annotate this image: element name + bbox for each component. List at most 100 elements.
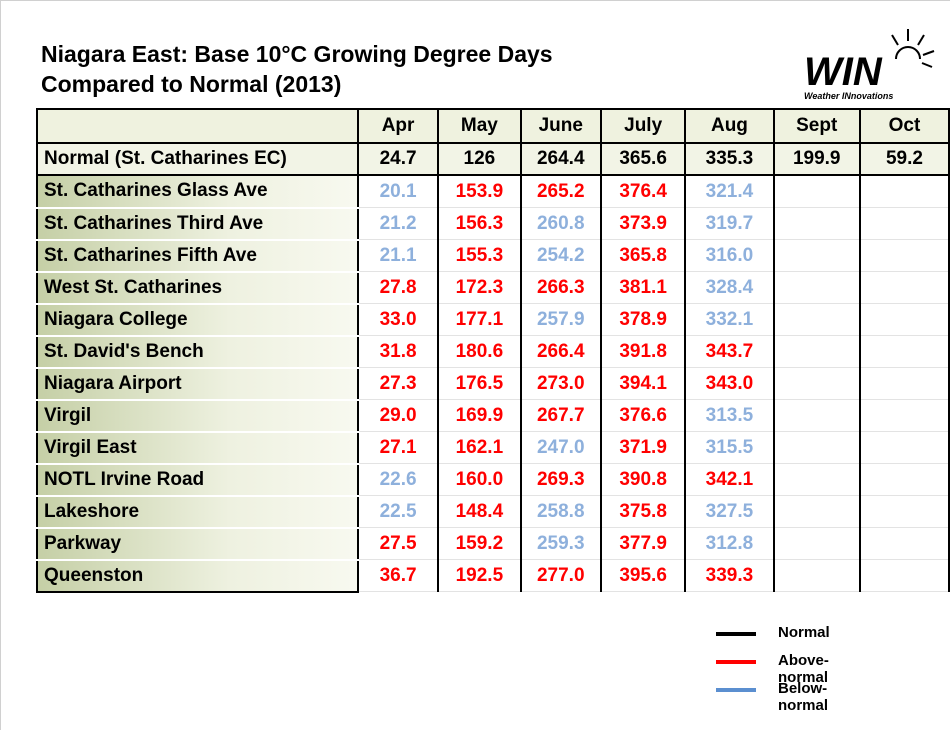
row-name: St. Catharines Fifth Ave (36, 239, 359, 273)
value-cell: 395.6 (600, 559, 687, 592)
normal-value: 365.6 (600, 143, 687, 176)
column-header: Aug (685, 108, 775, 144)
value-cell: 258.8 (520, 495, 602, 528)
normal-value: 264.4 (520, 143, 602, 176)
value-cell: 254.2 (520, 239, 602, 272)
column-header: Oct (859, 108, 951, 144)
empty-cell (859, 399, 951, 432)
data-row: Lakeshore 22.5 148.4 258.8 375.8 327.5 (36, 495, 951, 529)
value-cell: 21.1 (357, 239, 440, 272)
value-cell: 269.3 (520, 463, 602, 496)
legend-swatch (716, 632, 756, 636)
value-cell: 365.8 (600, 239, 687, 272)
value-cell: 339.3 (685, 559, 775, 592)
value-cell: 343.0 (685, 367, 775, 400)
value-cell: 319.7 (685, 207, 775, 240)
value-cell: 377.9 (600, 527, 687, 560)
value-cell: 162.1 (438, 431, 522, 464)
empty-cell (859, 527, 951, 560)
row-name: Lakeshore (36, 495, 359, 529)
value-cell: 27.1 (357, 431, 440, 464)
legend-label: Normal (778, 624, 830, 641)
value-cell: 20.1 (357, 175, 440, 208)
empty-cell (773, 271, 861, 304)
empty-cell (859, 495, 951, 528)
value-cell: 313.5 (685, 399, 775, 432)
empty-cell (773, 463, 861, 496)
row-name: Virgil (36, 399, 359, 433)
empty-cell (773, 367, 861, 400)
column-header: June (520, 108, 602, 144)
row-name: NOTL Irvine Road (36, 463, 359, 497)
legend-swatch (716, 660, 756, 664)
normal-value: 59.2 (859, 143, 951, 176)
value-cell: 328.4 (685, 271, 775, 304)
value-cell: 343.7 (685, 335, 775, 368)
empty-cell (773, 335, 861, 368)
empty-cell (773, 207, 861, 240)
value-cell: 332.1 (685, 303, 775, 336)
empty-cell (859, 207, 951, 240)
empty-cell (773, 431, 861, 464)
value-cell: 247.0 (520, 431, 602, 464)
value-cell: 376.6 (600, 399, 687, 432)
value-cell: 160.0 (438, 463, 522, 496)
value-cell: 33.0 (357, 303, 440, 336)
value-cell: 172.3 (438, 271, 522, 304)
normal-row: Normal (St. Catharines EC) 24.7 126 264.4 36… (36, 143, 951, 176)
data-row: Niagara College 33.0 177.1 257.9 378.9 332.1 (36, 303, 951, 337)
data-row: St. David's Bench 31.8 180.6 266.4 391.8 343.… (36, 335, 951, 369)
empty-cell (773, 175, 861, 208)
empty-cell (773, 399, 861, 432)
corner-cell (36, 108, 359, 144)
value-cell: 390.8 (600, 463, 687, 496)
value-cell: 277.0 (520, 559, 602, 592)
value-cell: 176.5 (438, 367, 522, 400)
row-name: Parkway (36, 527, 359, 561)
data-row: St. Catharines Fifth Ave 21.1 155.3 254.2 36… (36, 239, 951, 273)
empty-cell (773, 559, 861, 592)
value-cell: 31.8 (357, 335, 440, 368)
value-cell: 266.3 (520, 271, 602, 304)
normal-value: 199.9 (773, 143, 861, 176)
value-cell: 265.2 (520, 175, 602, 208)
value-cell: 180.6 (438, 335, 522, 368)
value-cell: 169.9 (438, 399, 522, 432)
empty-cell (859, 271, 951, 304)
data-row: Virgil 29.0 169.9 267.7 376.6 313.5 (36, 399, 951, 433)
value-cell: 21.2 (357, 207, 440, 240)
normal-value: 335.3 (685, 143, 775, 176)
legend-label: Above-normal (778, 652, 829, 686)
normal-value: 24.7 (357, 143, 440, 176)
legend-label: Below-normal (778, 680, 829, 714)
value-cell: 155.3 (438, 239, 522, 272)
row-name: St. Catharines Glass Ave (36, 175, 359, 209)
column-header: July (600, 108, 687, 144)
value-cell: 315.5 (685, 431, 775, 464)
empty-cell (773, 495, 861, 528)
value-cell: 259.3 (520, 527, 602, 560)
value-cell: 394.1 (600, 367, 687, 400)
column-header: Apr (357, 108, 440, 144)
value-cell: 159.2 (438, 527, 522, 560)
data-row: Queenston 36.7 192.5 277.0 395.6 339.3 (36, 559, 951, 593)
empty-cell (859, 559, 951, 592)
value-cell: 148.4 (438, 495, 522, 528)
data-row: Niagara Airport 27.3 176.5 273.0 394.1 343.0 (36, 367, 951, 401)
logo-tagline: Weather INnovations (804, 91, 893, 101)
data-row: Virgil East 27.1 162.1 247.0 371.9 315.5 (36, 431, 951, 465)
value-cell: 22.6 (357, 463, 440, 496)
value-cell: 371.9 (600, 431, 687, 464)
row-name: St. David's Bench (36, 335, 359, 369)
value-cell: 27.5 (357, 527, 440, 560)
header-row: Apr May June July Aug Sept Oct (36, 108, 951, 144)
value-cell: 273.0 (520, 367, 602, 400)
value-cell: 29.0 (357, 399, 440, 432)
empty-cell (773, 303, 861, 336)
column-header: May (438, 108, 522, 144)
value-cell: 378.9 (600, 303, 687, 336)
value-cell: 260.8 (520, 207, 602, 240)
data-row: St. Catharines Glass Ave 20.1 153.9 265.2 37… (36, 175, 951, 209)
value-cell: 27.3 (357, 367, 440, 400)
